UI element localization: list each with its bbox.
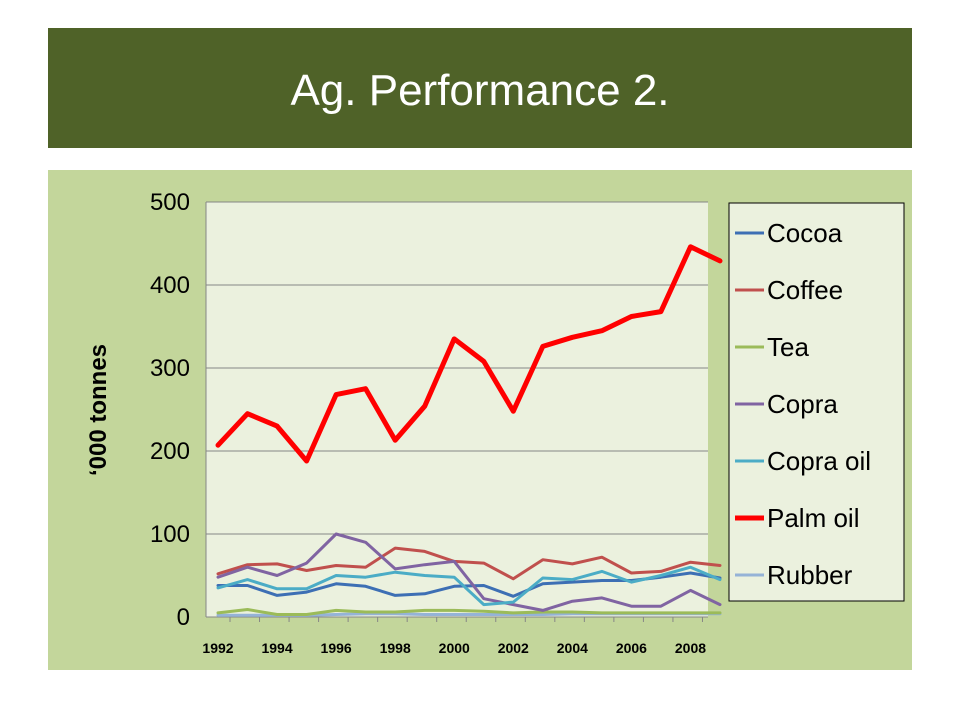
y-axis-label: ‘000 tonnes [85, 344, 112, 476]
series-line-palm-oil [215, 244, 723, 464]
y-tick-label: 400 [150, 272, 190, 299]
legend-label: Copra [767, 389, 838, 419]
legend-label: Tea [767, 332, 809, 362]
y-tick-label: 100 [150, 521, 190, 548]
series-line-copra [216, 532, 722, 612]
x-tick-label: 2004 [557, 640, 588, 656]
content-panel: 0 100 200 300 400 500 1992 1994 1996 1998 2000 200… [48, 170, 912, 670]
gridlines [206, 201, 708, 535]
x-tick-labels: 1992 1994 1996 1998 2000 2002 2004 2006 2008 [202, 617, 706, 656]
legend-label: Coffee [767, 275, 843, 305]
legend-label: Palm oil [767, 503, 859, 533]
legend-box [728, 202, 905, 602]
series-lines [215, 244, 723, 617]
slide-title: Ag. Performance 2. [290, 66, 670, 115]
line-chart: 0 100 200 300 400 500 1992 1994 1996 1998 2000 200… [85, 189, 905, 656]
y-tick-label: 200 [150, 438, 190, 465]
x-tick-label: 1992 [202, 640, 233, 656]
y-tick-label: 300 [150, 355, 190, 382]
x-tick-label: 2000 [439, 640, 470, 656]
x-tick-label: 2008 [675, 640, 706, 656]
legend-label: Copra oil [767, 446, 871, 476]
legend-label: Rubber [767, 560, 853, 590]
plot-area [206, 202, 708, 617]
y-tick-label: 500 [150, 189, 190, 216]
x-tick-label: 1996 [321, 640, 352, 656]
series-line-tea [216, 608, 722, 616]
x-tick-label: 1998 [380, 640, 411, 656]
x-tick-label: 2006 [616, 640, 647, 656]
x-tick-label: 2002 [498, 640, 529, 656]
y-tick-labels: 0 100 200 300 400 500 [150, 189, 190, 631]
title-bar: Ag. Performance 2. [48, 28, 912, 148]
x-tick-label: 1994 [261, 640, 292, 656]
y-tick-label: 0 [177, 604, 190, 631]
legend: Cocoa Coffee Tea Copra Copra oil Palm oil Rubb… [735, 218, 871, 590]
series-line-copra-oil [216, 565, 722, 607]
legend-label: Cocoa [767, 218, 843, 248]
series-line-coffee [216, 546, 722, 581]
